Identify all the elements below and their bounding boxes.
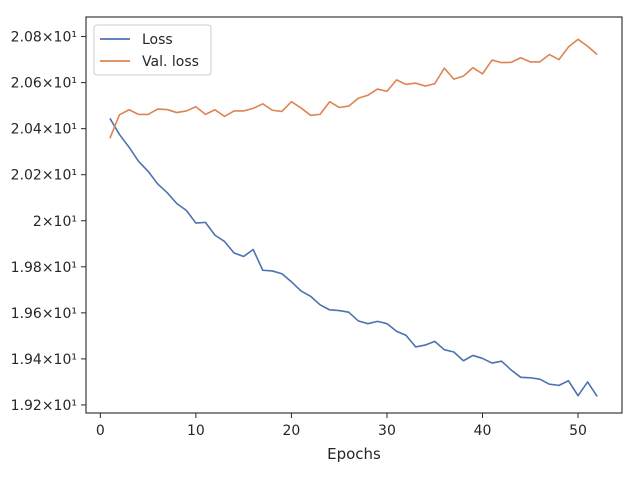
y-tick-label: 2.02×10¹ — [11, 168, 77, 184]
x-axis: 0 10 20 30 40 50 — [96, 413, 587, 439]
legend-label-val-loss: Val. loss — [142, 54, 199, 70]
plot-area — [109, 38, 598, 397]
series-line-val-loss — [109, 38, 598, 139]
x-tick-label: 20 — [283, 423, 301, 439]
y-tick-label: 2×10¹ — [33, 214, 77, 230]
x-tick-label: 10 — [187, 423, 205, 439]
legend-box — [93, 24, 212, 76]
x-tick-label: 40 — [474, 423, 492, 439]
y-tick-label: 2.04×10¹ — [11, 122, 77, 138]
x-tick-label: 50 — [569, 423, 587, 439]
series-line-loss — [109, 117, 598, 397]
y-tick-label: 1.98×10¹ — [11, 260, 77, 276]
y-tick-label: 2.08×10¹ — [11, 30, 77, 46]
x-axis-label: Epochs — [327, 445, 381, 463]
y-axis: 1.92×10¹ 1.94×10¹ 1.96×10¹ 1.98×10¹ 2×10¹ 2.0… — [11, 30, 86, 414]
x-tick-label: 30 — [378, 423, 396, 439]
legend-label-loss: Loss — [142, 32, 173, 48]
plot-frame — [85, 16, 623, 414]
x-tick-label: 0 — [96, 423, 105, 439]
y-tick-label: 1.96×10¹ — [11, 306, 77, 322]
legend: Loss Val. loss — [93, 24, 212, 76]
y-tick-label: 1.92×10¹ — [11, 398, 77, 414]
y-tick-label: 1.94×10¹ — [11, 352, 77, 368]
y-tick-label: 2.06×10¹ — [11, 76, 77, 92]
